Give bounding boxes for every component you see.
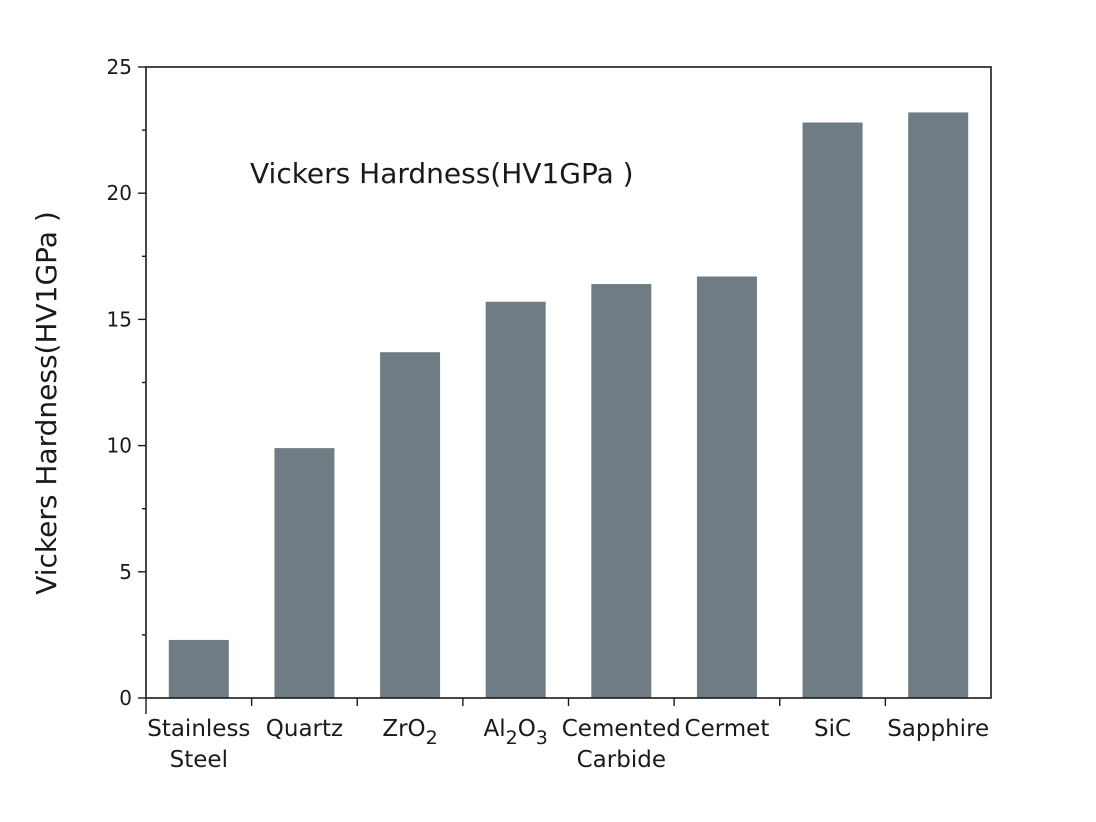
axes-group bbox=[138, 66, 992, 714]
bar-2 bbox=[380, 352, 441, 698]
bar-7 bbox=[908, 112, 969, 698]
bar-4 bbox=[591, 284, 652, 698]
bar-6 bbox=[802, 122, 863, 698]
y-tick-label-3: 15 bbox=[107, 307, 132, 331]
y-tick-label-0: 0 bbox=[119, 686, 132, 710]
bars-group bbox=[168, 112, 969, 698]
x-category-label-5-0: Cermet bbox=[685, 716, 770, 742]
x-category-label-0-0: Stainless bbox=[147, 716, 250, 742]
x-category-label-4-0: Cemented bbox=[562, 716, 681, 742]
bar-0 bbox=[168, 639, 229, 698]
bar-3 bbox=[485, 301, 546, 698]
labels-group: 0 5 10 15 20 25 Stainless Steel Quartz ZrO2 Al2O3 C… bbox=[107, 55, 990, 773]
x-category-label-0-1: Steel bbox=[170, 747, 228, 773]
x-category-label-4-1: Carbide bbox=[577, 747, 666, 773]
bar-5 bbox=[696, 276, 757, 698]
x-category-label-7-0: Sapphire bbox=[887, 716, 989, 742]
chart-title: Vickers Hardness(HV1GPa ) bbox=[250, 157, 634, 190]
y-tick-label-5: 25 bbox=[107, 55, 132, 79]
x-category-label-1-0: Quartz bbox=[266, 716, 343, 742]
bar-1 bbox=[274, 448, 335, 698]
y-tick-label-4: 20 bbox=[107, 181, 132, 205]
x-category-label-2-0: ZrO2 bbox=[382, 716, 437, 749]
x-category-label-6-0: SiC bbox=[814, 716, 851, 742]
x-category-label-3-0: Al2O3 bbox=[483, 716, 547, 749]
y-axis-label: Vickers Hardness(HV1GPa ) bbox=[30, 211, 63, 595]
y-tick-label-1: 5 bbox=[119, 560, 132, 584]
y-tick-label-2: 10 bbox=[107, 434, 132, 458]
